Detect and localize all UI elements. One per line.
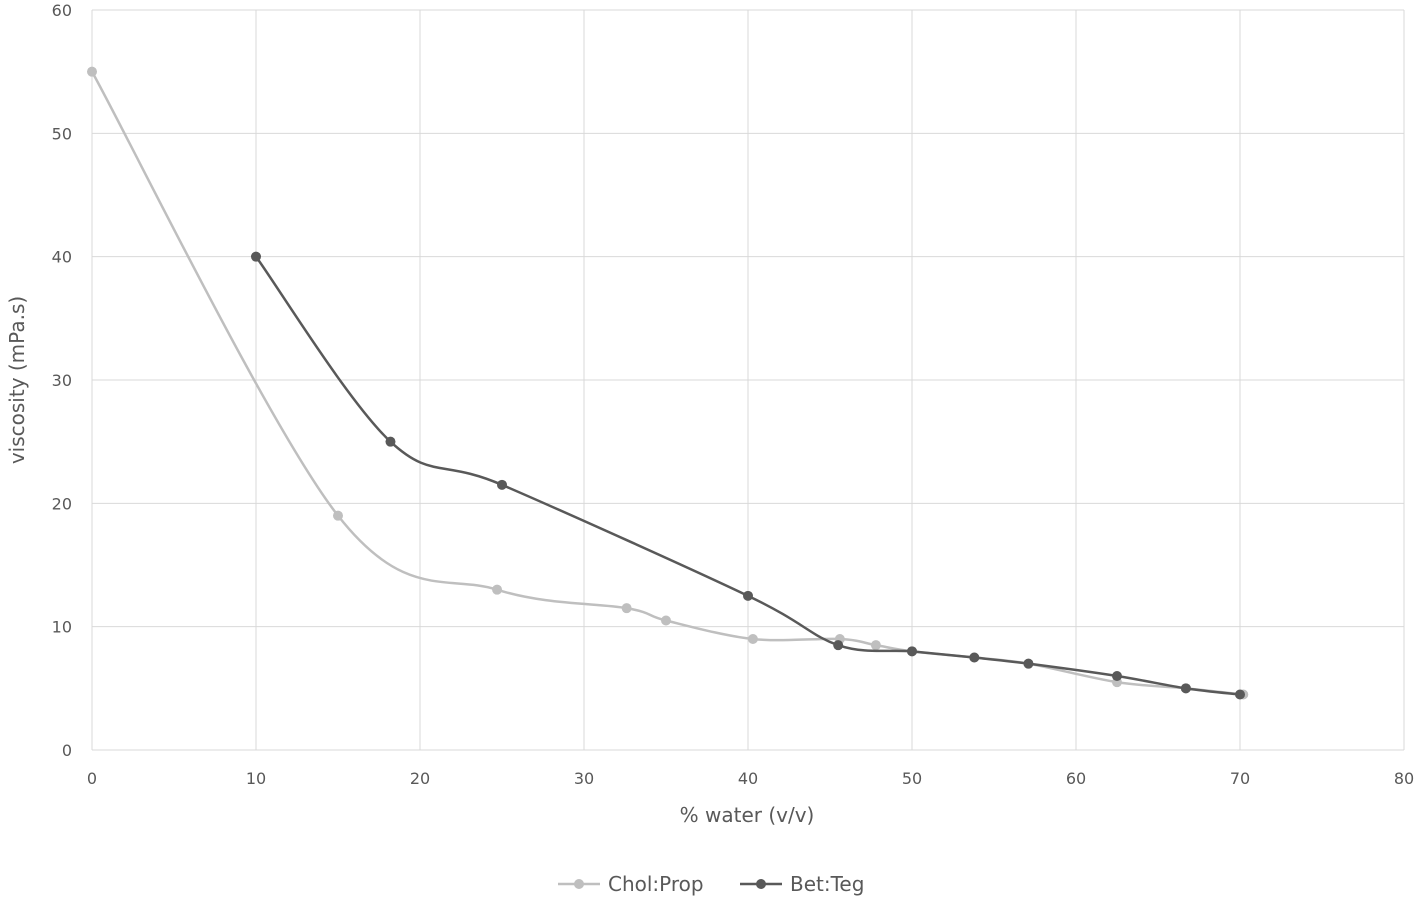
legend-marker: [756, 879, 766, 889]
legend-marker: [574, 879, 584, 889]
y-tick-label: 10: [52, 618, 72, 637]
tick-labels: 0 10 20 30 40 50 60 0 10 20 30 40 50 60 70 80: [52, 1, 1415, 788]
legend-item: Chol:Prop: [558, 872, 704, 896]
y-tick-label: 60: [52, 1, 72, 20]
data-point: [385, 436, 396, 447]
legend: Chol:Prop Bet:Teg: [558, 872, 864, 896]
x-tick-label: 80: [1394, 769, 1414, 788]
y-tick-label: 40: [52, 248, 72, 267]
data-point: [661, 615, 671, 626]
legend-item: Bet:Teg: [740, 872, 864, 896]
data-point: [497, 479, 507, 490]
data-point: [747, 634, 758, 644]
data-point: [333, 510, 343, 521]
data-point: [492, 584, 503, 595]
series-lines: [87, 66, 1249, 700]
y-axis-title: viscosity (mPa.s): [5, 296, 29, 464]
y-tick-label: 0: [62, 741, 72, 760]
data-point: [833, 640, 844, 651]
x-tick-label: 50: [902, 769, 922, 788]
y-tick-label: 20: [52, 494, 72, 513]
x-tick-label: 0: [87, 769, 97, 788]
data-point: [1235, 689, 1245, 700]
x-tick-label: 60: [1066, 769, 1086, 788]
data-point: [743, 590, 753, 601]
series-bet-teg: [251, 251, 1245, 700]
data-point: [1112, 671, 1122, 681]
x-tick-label: 30: [574, 769, 594, 788]
series-chol-prop: [87, 66, 1249, 700]
data-point: [1023, 658, 1034, 669]
data-point: [621, 603, 632, 614]
gridlines: [91, 9, 1405, 751]
x-tick-label: 20: [410, 769, 430, 788]
legend-label: Bet:Teg: [790, 872, 864, 896]
x-axis-title: % water (v/v): [680, 803, 815, 827]
data-point: [870, 640, 881, 651]
data-point: [87, 66, 97, 77]
data-point: [969, 652, 980, 663]
data-point: [251, 251, 261, 262]
x-tick-label: 40: [738, 769, 758, 788]
data-point: [907, 646, 917, 657]
data-point: [1180, 683, 1191, 694]
legend-label: Chol:Prop: [608, 872, 704, 896]
x-tick-label: 10: [246, 769, 266, 788]
y-tick-label: 30: [52, 371, 72, 390]
series-line: [90, 71, 1244, 696]
x-tick-label: 70: [1230, 769, 1250, 788]
y-tick-label: 50: [52, 124, 72, 143]
